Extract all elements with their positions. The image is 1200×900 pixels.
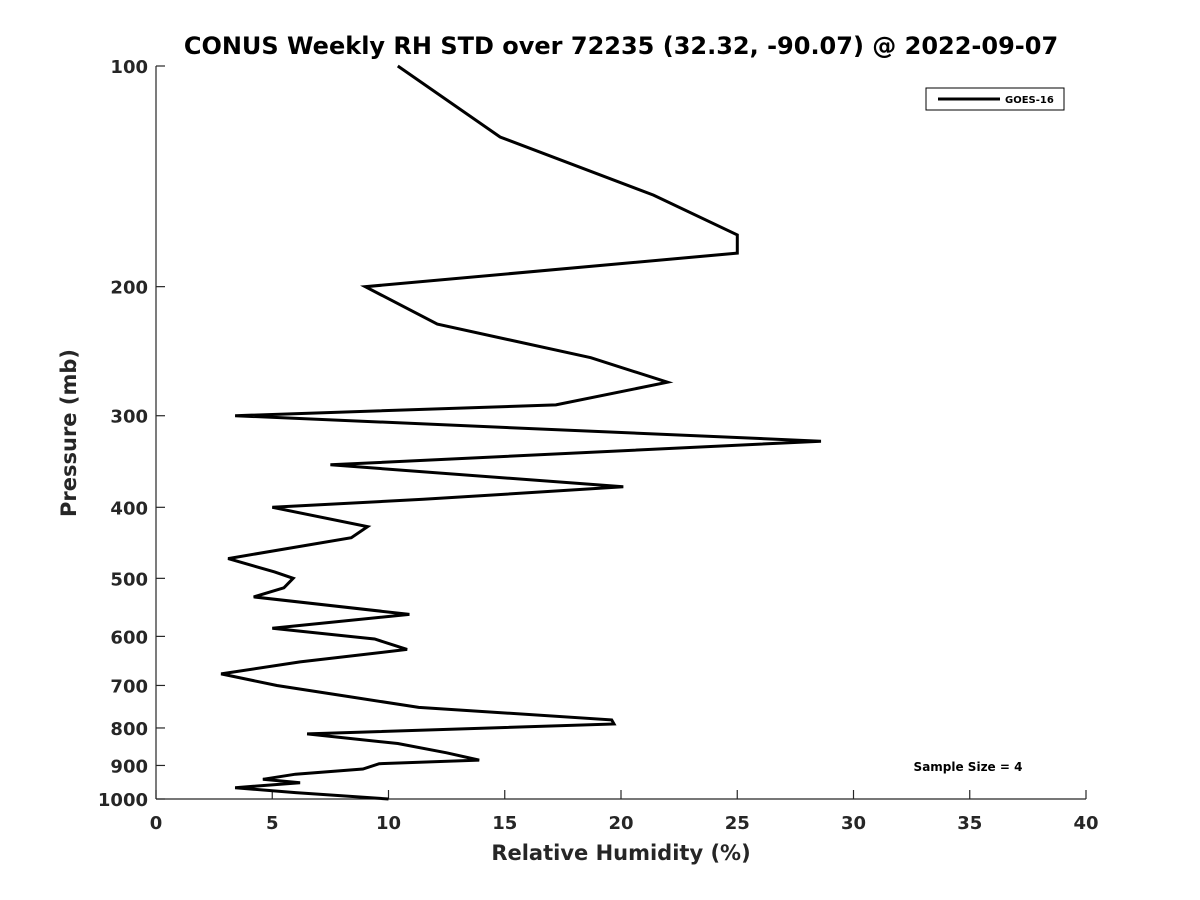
- x-tick-label: 0: [150, 813, 163, 834]
- x-axis-ticks: 0 5 10 15 20 25 30 35 40: [150, 790, 1099, 834]
- series-line-goes-16: [220, 64, 822, 801]
- y-tick-label: 300: [110, 407, 148, 428]
- x-axis-label: Relative Humidity (%): [491, 841, 750, 865]
- x-tick-label: 5: [266, 813, 279, 834]
- y-tick-label: 500: [110, 569, 148, 590]
- x-tick-label: 25: [725, 813, 750, 834]
- y-axis-label: Pressure (mb): [57, 349, 81, 517]
- y-tick-label: 700: [110, 676, 148, 697]
- x-tick-label: 35: [957, 813, 982, 834]
- legend: GOES-16: [925, 87, 1065, 111]
- y-tick-label: 600: [110, 627, 148, 648]
- y-tick-label: 400: [110, 498, 148, 519]
- y-tick-label: 200: [110, 278, 148, 299]
- x-tick-label: 30: [841, 813, 866, 834]
- x-tick-label: 40: [1073, 813, 1098, 834]
- y-tick-label: 1000: [98, 790, 148, 811]
- legend-series-label: GOES-16: [1005, 95, 1054, 106]
- x-tick-label: 10: [376, 813, 401, 834]
- series-layer: [220, 64, 822, 801]
- x-tick-label: 20: [608, 813, 633, 834]
- y-tick-label: 900: [110, 756, 148, 777]
- y-axis-ticks: 100 200 300 400 500 600 700 800 900 1000: [98, 57, 165, 811]
- y-tick-label: 800: [110, 719, 148, 740]
- sample-size-annotation: Sample Size = 4: [914, 760, 1023, 774]
- chart-title: CONUS Weekly RH STD over 72235 (32.32, -…: [184, 32, 1058, 60]
- x-tick-label: 15: [492, 813, 517, 834]
- y-tick-label: 100: [110, 57, 148, 78]
